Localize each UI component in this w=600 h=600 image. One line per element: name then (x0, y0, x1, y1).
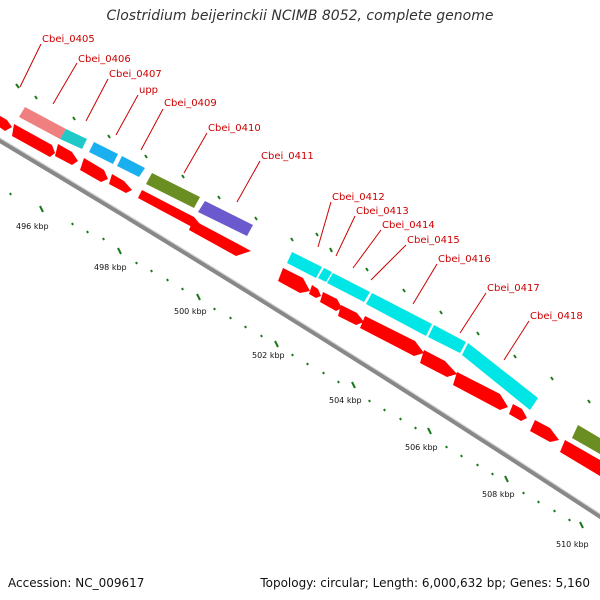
cds-arrow[interactable] (360, 316, 424, 356)
tick-label: 496 kbp (16, 222, 49, 231)
cds-arrow[interactable] (320, 292, 342, 311)
gene-label-upp[interactable]: upp (139, 85, 158, 96)
tick-label: 502 kbp (252, 351, 285, 360)
gene-box-cbei-0414[interactable] (327, 273, 370, 302)
gene-label-cbei-0407[interactable]: Cbei_0407 (109, 69, 162, 80)
length-text: Length: 6,000,632 bp; (372, 576, 507, 590)
tick-labels: 496 kbp 498 kbp 500 kbp 502 kbp 504 kbp … (16, 222, 589, 549)
gene-track (19, 107, 600, 454)
cds-arrow[interactable] (138, 190, 200, 227)
cds-arrow[interactable] (338, 305, 364, 325)
map-title: Clostridium beijerinckii NCIMB 8052, com… (106, 8, 494, 24)
gene-label-cbei-0412[interactable]: Cbei_0412 (332, 192, 385, 203)
cds-arrow[interactable] (509, 404, 527, 421)
gene-label-cbei-0417[interactable]: Cbei_0417 (487, 283, 540, 294)
cds-arrow[interactable] (420, 350, 457, 377)
outer-scale (15, 83, 591, 404)
gene-box-cbei-0416[interactable] (428, 325, 466, 353)
gene-box-cbei-0409[interactable] (146, 173, 200, 208)
gene-label-cbei-0410[interactable]: Cbei_0410 (208, 123, 261, 134)
cds-arrow[interactable] (109, 174, 132, 193)
tick-label: 504 kbp (329, 396, 362, 405)
gene-box-cbei-0410[interactable] (198, 201, 253, 236)
inner-ruler (9, 192, 584, 529)
gene-box-cbei-0405[interactable] (19, 107, 66, 139)
gene-label-cbei-0411[interactable]: Cbei_0411 (261, 151, 314, 162)
genome-backbone-highlight (0, 137, 600, 515)
cds-arrow[interactable] (80, 158, 108, 182)
cds-arrow[interactable] (309, 285, 321, 298)
gene-label-cbei-0414[interactable]: Cbei_0414 (382, 220, 435, 231)
cds-arrow[interactable] (560, 440, 600, 476)
gene-box-upp[interactable] (117, 156, 145, 177)
gene-labels: Cbei_0405 Cbei_0406 Cbei_0407 upp Cbei_0… (42, 34, 583, 322)
cds-track (0, 113, 600, 476)
gene-label-cbei-0413[interactable]: Cbei_0413 (356, 206, 409, 217)
gene-box-cbei-0417[interactable] (462, 343, 538, 410)
genome-backbone (0, 138, 600, 520)
cds-arrow[interactable] (278, 268, 310, 293)
tick-label: 498 kbp (94, 263, 127, 272)
genome-summary: Topology: circular; Length: 6,000,632 bp… (260, 576, 590, 590)
gene-box-cbei-0407[interactable] (89, 142, 118, 164)
gene-box-cbei-0406[interactable] (60, 129, 87, 149)
tick-label: 506 kbp (405, 443, 438, 452)
gene-label-cbei-0415[interactable]: Cbei_0415 (407, 235, 460, 246)
gene-box-cbei-0413[interactable] (318, 268, 332, 282)
tick-label: 510 kbp (556, 540, 589, 549)
genes-text: Genes: 5,160 (509, 576, 590, 590)
gene-label-cbei-0406[interactable]: Cbei_0406 (78, 54, 131, 65)
gene-box-cbei-0418[interactable] (572, 425, 600, 454)
cds-arrow[interactable] (12, 124, 55, 157)
tick-label: 508 kbp (482, 490, 515, 499)
cds-arrow[interactable] (189, 220, 251, 256)
accession-text: Accession: NC_009617 (8, 576, 145, 590)
gene-label-cbei-0418[interactable]: Cbei_0418 (530, 311, 583, 322)
cds-arrow[interactable] (55, 144, 78, 165)
topology-text: Topology: circular; (260, 576, 369, 590)
callout-lines (19, 43, 530, 361)
cds-arrow[interactable] (0, 113, 12, 131)
gene-box-cbei-0415[interactable] (366, 293, 432, 336)
cds-arrow[interactable] (453, 372, 508, 410)
gene-box-cbei-0412[interactable] (287, 252, 322, 278)
gene-label-cbei-0416[interactable]: Cbei_0416 (438, 254, 491, 265)
gene-label-cbei-0409[interactable]: Cbei_0409 (164, 98, 217, 109)
gene-label-cbei-0405[interactable]: Cbei_0405 (42, 34, 95, 45)
cds-arrow[interactable] (530, 420, 559, 442)
tick-label: 500 kbp (174, 307, 207, 316)
